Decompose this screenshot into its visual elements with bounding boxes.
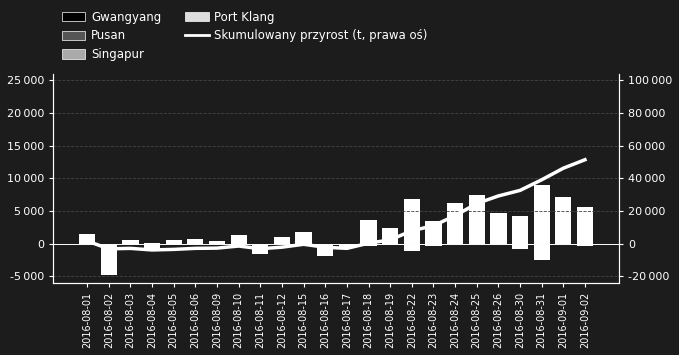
Bar — [144, 243, 160, 244]
Bar — [144, 244, 160, 248]
Bar — [555, 197, 572, 200]
Bar — [534, 189, 550, 195]
Bar — [577, 207, 593, 210]
Bar — [447, 209, 463, 232]
Bar — [295, 232, 312, 233]
Bar — [122, 240, 139, 241]
Bar — [361, 220, 377, 223]
Bar — [166, 244, 182, 245]
Bar — [100, 255, 117, 269]
Bar — [79, 235, 95, 240]
Bar — [100, 272, 117, 275]
Bar — [144, 248, 160, 251]
Bar — [490, 215, 507, 218]
Bar — [555, 205, 572, 241]
Bar — [209, 244, 225, 245]
Bar — [231, 236, 246, 242]
Bar — [187, 243, 204, 244]
Bar — [555, 200, 572, 205]
Bar — [534, 185, 550, 189]
Bar — [122, 244, 139, 245]
Bar — [469, 227, 485, 244]
Legend: Gwangyang, Pusan, Singapur, Port Klang, Skumulowany przyrost (t, prawa oś): Gwangyang, Pusan, Singapur, Port Klang, … — [59, 8, 430, 64]
Bar — [339, 247, 355, 248]
Bar — [339, 245, 355, 247]
Bar — [317, 251, 333, 254]
Bar — [425, 223, 441, 225]
Bar — [187, 240, 204, 243]
Bar — [122, 241, 139, 244]
Bar — [447, 232, 463, 244]
Bar — [469, 201, 485, 227]
Bar — [231, 242, 246, 244]
Bar — [404, 199, 420, 202]
Bar — [100, 244, 117, 255]
Bar — [512, 218, 528, 221]
Bar — [209, 241, 225, 242]
Bar — [361, 225, 377, 244]
Bar — [274, 237, 290, 238]
Bar — [317, 254, 333, 255]
Bar — [490, 213, 507, 215]
Bar — [295, 233, 312, 241]
Bar — [231, 235, 246, 236]
Bar — [555, 241, 572, 244]
Bar — [252, 250, 268, 253]
Bar — [144, 242, 160, 243]
Bar — [404, 202, 420, 208]
Bar — [382, 229, 399, 244]
Bar — [490, 218, 507, 241]
Bar — [577, 214, 593, 244]
Bar — [274, 241, 290, 244]
Bar — [252, 244, 268, 250]
Bar — [512, 221, 528, 244]
Bar — [447, 206, 463, 209]
Bar — [361, 223, 377, 225]
Bar — [166, 241, 182, 244]
Bar — [339, 244, 355, 245]
Bar — [469, 195, 485, 197]
Bar — [79, 234, 95, 235]
Bar — [79, 240, 95, 244]
Bar — [187, 239, 204, 240]
Bar — [404, 244, 420, 251]
Bar — [100, 269, 117, 272]
Bar — [512, 216, 528, 218]
Bar — [317, 255, 333, 256]
Bar — [361, 244, 377, 246]
Bar — [166, 240, 182, 241]
Bar — [534, 195, 550, 244]
Bar — [382, 244, 399, 245]
Bar — [490, 241, 507, 244]
Bar — [447, 203, 463, 206]
Bar — [209, 242, 225, 244]
Bar — [425, 221, 441, 223]
Bar — [274, 238, 290, 241]
Bar — [295, 241, 312, 244]
Bar — [425, 225, 441, 244]
Bar — [534, 244, 550, 260]
Bar — [252, 253, 268, 254]
Bar — [512, 244, 528, 249]
Bar — [577, 244, 593, 246]
Bar — [404, 208, 420, 244]
Bar — [317, 244, 333, 251]
Bar — [425, 244, 441, 246]
Bar — [382, 228, 399, 229]
Bar — [577, 210, 593, 214]
Bar — [469, 197, 485, 201]
